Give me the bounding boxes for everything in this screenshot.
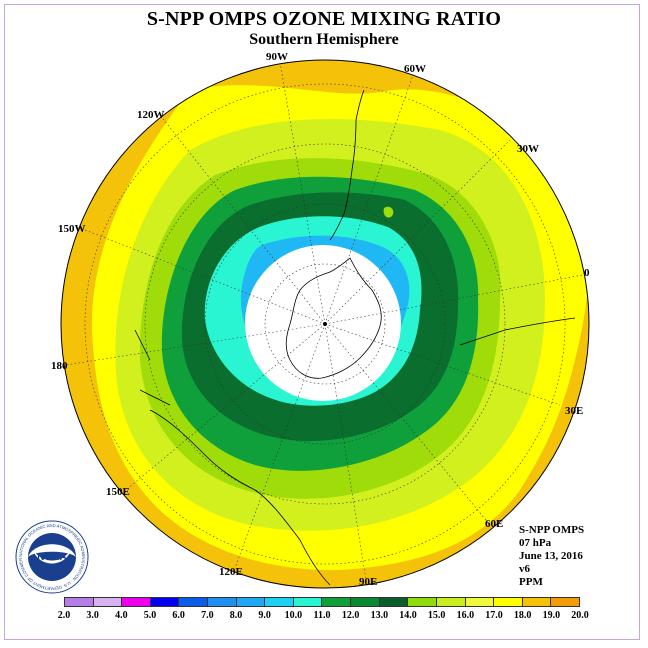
- lon-label-120w: 120W: [137, 109, 165, 121]
- noaa-logo-text: NOAA: [37, 552, 66, 563]
- colorbar-tick-label: 14.0: [399, 610, 417, 621]
- colorbar-tick-label: 3.0: [86, 610, 99, 621]
- colorbar-swatch: [293, 598, 323, 606]
- colorbar-tick-label: 13.0: [370, 610, 389, 621]
- colorbar-swatch: [179, 598, 209, 606]
- coastline-antarctica: [285, 257, 382, 379]
- info-instrument: S-NPP OMPS: [519, 524, 585, 536]
- colorbar-tick-label: 4.0: [115, 610, 128, 621]
- lon-label-60e: 60E: [485, 518, 504, 530]
- colorbar-tick-label: 17.0: [485, 610, 503, 621]
- colorbar-tick-label: 8.0: [229, 610, 243, 621]
- lon-label-180: 180: [51, 360, 68, 372]
- colorbar-tick-label: 5.0: [143, 610, 157, 621]
- colorbar-tick-label: 15.0: [427, 610, 446, 621]
- lon-label-30w: 30W: [517, 143, 539, 155]
- colorbar-swatch: [122, 598, 151, 606]
- colorbar-tick-label: 7.0: [201, 610, 214, 621]
- colorbar-tick-label: 18.0: [513, 610, 532, 621]
- map-title: S-NPP OMPS OZONE MIXING RATIO: [146, 8, 502, 30]
- colorbar-tick-label: 20.0: [571, 610, 589, 621]
- coastline-new-zealand: [134, 329, 171, 406]
- colorbar-swatch: [322, 598, 352, 606]
- info-version: v6: [519, 563, 530, 575]
- map-boundary: [60, 59, 590, 589]
- colorbar-swatch: [351, 598, 380, 606]
- coastline-africa: [459, 317, 576, 346]
- contour-patch: [383, 206, 394, 218]
- colorbar-tick-label: 9.0: [258, 610, 271, 621]
- colorbar-swatch: [236, 598, 266, 606]
- colorbar-swatch: [208, 598, 237, 606]
- colorbar-swatch: [150, 598, 180, 606]
- colorbar: [64, 597, 580, 607]
- colorbar-tick-label: 19.0: [542, 610, 561, 621]
- colorbar-tick-label: 12.0: [341, 610, 360, 621]
- colorbar-swatch: [465, 598, 495, 606]
- colorbar-tick-label: 11.0: [313, 610, 331, 621]
- coastlines: [134, 89, 576, 586]
- colorbar-swatch: [379, 598, 409, 606]
- south-pole-marker: [323, 322, 327, 326]
- colorbar-tick-label: 6.0: [172, 610, 185, 621]
- lon-label-90w: 90W: [266, 51, 288, 63]
- polar-cap: [245, 245, 401, 401]
- noaa-logo: NATIONAL OCEANIC AND ATMOSPHERIC ADMINIS…: [15, 520, 89, 594]
- lon-label-120e: 120E: [219, 566, 243, 578]
- lon-label-0: 0: [584, 267, 590, 279]
- info-block: S-NPP OMPS 07 hPa June 13, 2016 v6 PPM: [519, 524, 584, 589]
- coastline-south-america: [329, 89, 365, 241]
- colorbar-tick-label: 16.0: [456, 610, 475, 621]
- graticule: [65, 61, 583, 587]
- lon-label-150e: 150E: [106, 486, 130, 498]
- lon-label-30e: 30E: [565, 405, 584, 417]
- colorbar-swatch: [265, 598, 294, 606]
- colorbar-tick-label: 2.0: [57, 610, 71, 621]
- lon-label-90e: 90E: [359, 576, 378, 588]
- figure-frame: [4, 4, 640, 640]
- colorbar-swatch: [551, 598, 579, 606]
- coastline-australia: [149, 409, 331, 586]
- colorbar-swatch: [522, 598, 552, 606]
- colorbar-tick-label: 10.0: [284, 610, 303, 621]
- colorbar-swatch: [494, 598, 523, 606]
- colorbar-swatch: [408, 598, 437, 606]
- colorbar-swatch: [93, 598, 123, 606]
- info-date: June 13, 2016: [519, 550, 583, 562]
- map-subtitle: Southern Hemisphere: [249, 31, 399, 48]
- lon-label-60w: 60W: [404, 63, 426, 75]
- info-units: PPM: [519, 576, 543, 588]
- lon-label-150w: 150W: [58, 223, 86, 235]
- info-level: 07 hPa: [519, 537, 552, 549]
- colorbar-swatch: [436, 598, 466, 606]
- colorbar-swatch: [65, 598, 94, 606]
